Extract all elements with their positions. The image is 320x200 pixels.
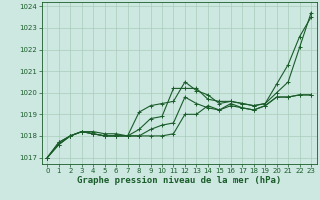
X-axis label: Graphe pression niveau de la mer (hPa): Graphe pression niveau de la mer (hPa) [77,176,281,185]
